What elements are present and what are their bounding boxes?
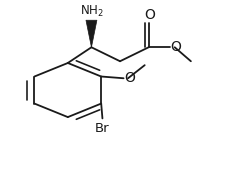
Text: O: O xyxy=(124,71,135,85)
Text: NH$_2$: NH$_2$ xyxy=(80,4,104,19)
Text: Br: Br xyxy=(95,122,110,135)
Polygon shape xyxy=(86,20,97,47)
Text: O: O xyxy=(170,40,181,54)
Text: O: O xyxy=(144,8,155,22)
